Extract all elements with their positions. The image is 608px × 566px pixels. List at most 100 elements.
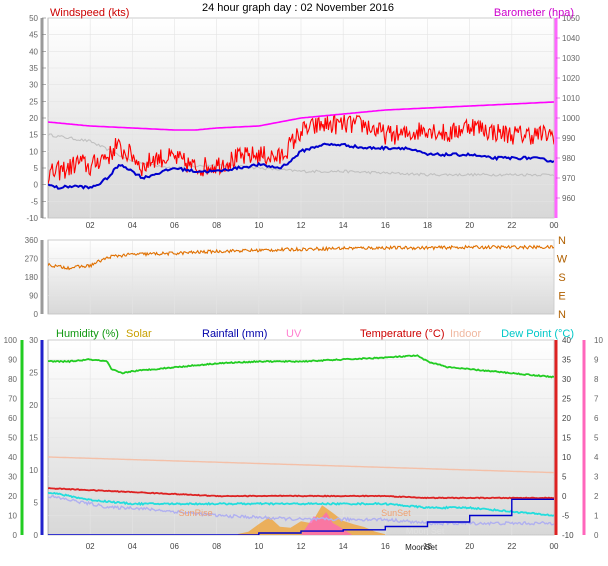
uv-tick-label: 4 [594, 453, 599, 462]
humidity-series-line [48, 354, 554, 379]
sunrise-label: SunRise [179, 508, 213, 518]
barometer-series-line [48, 101, 554, 131]
rainfall-tick-label: 15 [29, 434, 38, 443]
direction-tick-label: 90 [29, 292, 38, 301]
climate-x-tick-label: 14 [339, 542, 348, 551]
humidity-tick-label: 30 [8, 473, 17, 482]
direction-series-line [48, 244, 554, 271]
rainfall-tick-label: 10 [29, 466, 38, 475]
barometer-tick-label: 1050 [562, 14, 580, 23]
wind-x-tick-label: 14 [339, 221, 348, 230]
rainfall-legend: Rainfall (mm) [202, 328, 267, 340]
direction-tick-label: 0 [34, 310, 39, 319]
uv-tick-label: 6 [594, 414, 599, 423]
climate-x-tick-label: 20 [465, 542, 474, 551]
climate-x-tick-label: 04 [128, 542, 137, 551]
dewpoint-legend: Dew Point (°C) [501, 328, 574, 340]
wind-tick-label: 20 [29, 114, 38, 123]
uv-tick-label: 2 [594, 492, 599, 501]
humidity-tick-label: 90 [8, 356, 17, 365]
temperature-series-line [48, 487, 554, 500]
wind-x-tick-label: 16 [381, 221, 390, 230]
rainfall-tick-label: 20 [29, 401, 38, 410]
chart-title: 24 hour graph day : 02 November 2016 [202, 2, 394, 14]
climate-x-tick-label: 00 [550, 542, 559, 551]
wind-x-tick-label: 22 [507, 221, 516, 230]
uv-area [301, 512, 352, 535]
climate-x-tick-label: 06 [170, 542, 179, 551]
climate-x-tick-label: 02 [86, 542, 95, 551]
humidity-tick-label: 100 [4, 336, 18, 345]
direction-tick-label: 180 [25, 273, 39, 282]
humidity-tick-label: 80 [8, 375, 17, 384]
uv-legend: UV [286, 328, 302, 340]
direction-tick-label: 360 [25, 236, 39, 245]
temperature-tick-label: -10 [562, 531, 574, 540]
barometer-tick-label: 1040 [562, 34, 580, 43]
humidity-tick-label: 60 [8, 414, 17, 423]
climate-x-tick-label: 08 [212, 542, 221, 551]
wind-tick-label: 40 [29, 47, 38, 56]
uv-tick-label: 9 [594, 356, 599, 365]
wind-tick-label: 25 [29, 97, 38, 106]
humidity-tick-label: 40 [8, 453, 17, 462]
barometer-tick-label: 990 [562, 134, 576, 143]
moonset-label-faint: Moon Set [406, 526, 445, 536]
wind-x-tick-label: 08 [212, 221, 221, 230]
uv-tick-label: 5 [594, 434, 599, 443]
rainfall-tick-label: 25 [29, 369, 38, 378]
temperature-tick-label: 30 [562, 375, 571, 384]
wind-tick-label: 0 [34, 181, 39, 190]
wind-x-tick-label: 02 [86, 221, 95, 230]
rainfall-tick-label: 0 [34, 531, 39, 540]
barometer-tick-label: 1030 [562, 54, 580, 63]
wind-tick-label: -10 [26, 214, 38, 223]
compass-label: W [557, 254, 568, 266]
wind-tick-label: -5 [31, 197, 39, 206]
rainfall-tick-label: 5 [34, 499, 39, 508]
wind-tick-label: 30 [29, 81, 38, 90]
solar-legend: Solar [126, 328, 152, 340]
indoor-series-line [48, 456, 554, 474]
temperature-tick-label: -5 [562, 512, 570, 521]
windspeed-axis-label: Windspeed (kts) [50, 7, 129, 19]
wind-x-tick-label: 10 [254, 221, 263, 230]
uv-tick-label: 10 [594, 336, 603, 345]
moonset-label: MoonSet [405, 543, 438, 552]
wind-tick-label: 15 [29, 131, 38, 140]
barometer-tick-label: 970 [562, 174, 576, 183]
wind-x-tick-label: 20 [465, 221, 474, 230]
wind-tick-label: 5 [34, 164, 39, 173]
compass-label: N [558, 235, 566, 247]
barometer-tick-label: 1010 [562, 94, 580, 103]
climate-x-tick-label: 18 [423, 542, 432, 551]
solar-area [237, 505, 386, 535]
compass-label: E [558, 291, 565, 303]
compass-label: N [558, 309, 566, 321]
grey-series-line [48, 133, 554, 177]
temperature-tick-label: 35 [562, 356, 571, 365]
uv-tick-label: 1 [594, 512, 599, 521]
rainfall-tick-label: 30 [29, 336, 38, 345]
barometer-tick-label: 1020 [562, 74, 580, 83]
humidity-tick-label: 50 [8, 434, 17, 443]
humidity-legend: Humidity (%) [56, 328, 119, 340]
temperature-tick-label: 25 [562, 395, 571, 404]
climate-legend: Humidity (%) Solar Rainfall (mm) UV Temp… [56, 328, 574, 340]
climate-x-tick-label: 10 [254, 542, 263, 551]
wind-panel: -10-505101520253035404550960970980990100… [26, 7, 580, 230]
temperature-tick-label: 15 [562, 434, 571, 443]
humidity-tick-label: 0 [13, 531, 18, 540]
wind-x-tick-label: 06 [170, 221, 179, 230]
uv-tick-label: 0 [594, 531, 599, 540]
climate-x-tick-label: 12 [297, 542, 306, 551]
temperature-tick-label: 20 [562, 414, 571, 423]
windchill-series-line [48, 494, 554, 526]
barometer-tick-label: 1000 [562, 114, 580, 123]
direction-panel: 0 N 90 E 180 S 270 W 360 N [25, 235, 568, 321]
humidity-tick-label: 70 [8, 395, 17, 404]
humidity-tick-label: 10 [8, 512, 17, 521]
